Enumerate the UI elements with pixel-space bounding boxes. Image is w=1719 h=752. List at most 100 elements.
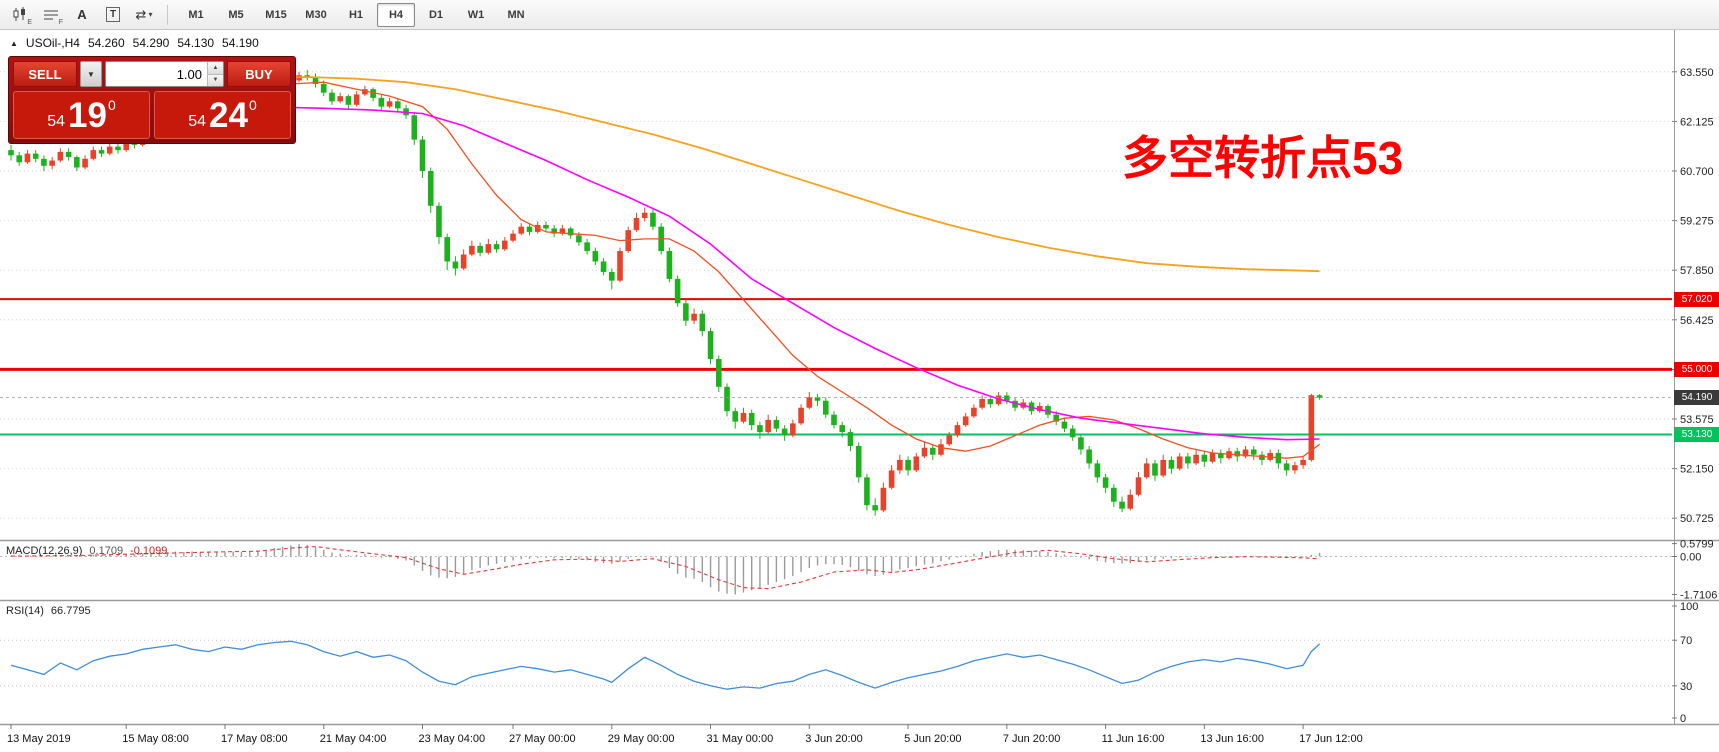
candle-body (106, 146, 113, 154)
candle-body (24, 153, 31, 163)
candle-body (995, 395, 1002, 405)
timeframe-m1-button[interactable]: M1 (188, 8, 204, 21)
candle-body (82, 158, 88, 168)
candle-body (1045, 405, 1051, 415)
chart-header: ▲ USOil-,H4 54.260 54.290 54.130 54.190 (10, 36, 259, 50)
arrow-tool-button[interactable]: A (77, 7, 87, 22)
candle-body (798, 407, 804, 424)
timeframe-h1-button[interactable]: H1 (348, 8, 364, 21)
timeframe-w1-button[interactable]: W1 (467, 8, 485, 21)
time-axis-label: 11 Jun 16:00 (1102, 733, 1165, 745)
candle-body (312, 76, 319, 84)
rsi-axis-label: 100 (1680, 601, 1698, 613)
candle-body (411, 115, 418, 140)
volume-dropdown-button[interactable]: ▼ (80, 61, 102, 87)
indicators-button[interactable]: F (37, 3, 65, 27)
candle-body (526, 226, 533, 232)
candle-body (913, 456, 920, 471)
time-axis-label: 13 Jun 16:00 (1200, 733, 1264, 745)
text-tool-button[interactable]: T (99, 3, 127, 27)
ohlc-open: 54.260 (87, 36, 125, 50)
candle-body (345, 96, 352, 105)
volume-step-down-button[interactable]: ▼ (208, 74, 223, 86)
sell-price-whole: 54 (47, 113, 66, 130)
time-axis-label: 17 May 08:00 (221, 733, 288, 745)
candle-body (362, 89, 368, 95)
sell-price-pips: 19 (68, 95, 107, 135)
sell-price-display[interactable]: 54 19 0 (13, 91, 150, 139)
candle-body (510, 233, 516, 241)
chart-annotation-text[interactable]: 多空转折点53 (1122, 132, 1404, 184)
price-axis-label: 53.575 (1680, 414, 1714, 426)
candle-body (971, 407, 977, 417)
candle-body (864, 477, 870, 506)
sell-price-point: 0 (107, 97, 116, 113)
candle-body (1242, 449, 1249, 457)
candle-body (386, 101, 393, 107)
timeframe-m5-button[interactable]: M5 (228, 8, 244, 21)
price-tag-57-020: 57.020 (1674, 291, 1719, 307)
macd-signal-value: -0.1099 (130, 545, 168, 557)
buy-button[interactable]: BUY (227, 61, 291, 87)
candle-body (691, 313, 697, 321)
time-axis-label: 17 Jun 12:00 (1299, 733, 1363, 745)
candle-body (806, 397, 813, 408)
candle-body (839, 425, 846, 433)
ohlc-high: 54.290 (132, 36, 170, 50)
rsi-title: RSI(14) (6, 605, 44, 617)
candle-body (650, 212, 656, 227)
candle-body (395, 101, 401, 109)
candle-body (781, 428, 788, 436)
sell-button[interactable]: SELL (13, 61, 77, 87)
candle-body (469, 245, 475, 255)
candle-body (1168, 459, 1175, 469)
volume-field: ▲ ▼ (105, 61, 224, 87)
candle-body (1111, 487, 1117, 502)
collapse-panel-icon[interactable]: ▲ (10, 38, 18, 48)
candle-body (353, 94, 360, 105)
candle-body (1209, 452, 1216, 462)
candle-body (872, 505, 878, 511)
timeframe-h4-button[interactable]: H4 (377, 2, 415, 27)
candle-body (1176, 456, 1183, 469)
candle-body (1185, 456, 1191, 464)
candle-body (1094, 463, 1101, 478)
candle-body (1061, 421, 1068, 429)
ma-slow-line (257, 76, 1320, 273)
candle-body (1250, 449, 1257, 455)
candle-body (724, 386, 730, 412)
candle-body (427, 170, 434, 206)
candle-body (773, 419, 780, 429)
candle-body (1160, 459, 1166, 476)
timeframe-m30-button[interactable]: M30 (305, 8, 327, 21)
volume-input[interactable] (106, 62, 207, 86)
candle-body (452, 261, 459, 269)
buy-price-display[interactable]: 54 24 0 (154, 91, 291, 139)
ohlc-close: 54.190 (222, 36, 259, 50)
chart-type-button[interactable]: E (6, 3, 34, 27)
text-tool-icon: T (105, 7, 121, 22)
time-axis-label: 5 Jun 20:00 (904, 733, 962, 745)
timeframe-d1-button[interactable]: D1 (428, 8, 444, 21)
candle-body (41, 158, 47, 166)
candle-body (551, 228, 557, 234)
candle-body (831, 414, 837, 426)
rsi-value: 66.7795 (50, 605, 91, 617)
macd-title: MACD(12,26,9) (6, 545, 83, 557)
objects-tool-button[interactable]: ⇄ ▾ (130, 3, 158, 27)
toolbar: E F A T ⇄ ▾ M1 M5 M15 M30 H1 H4 D1 W1 MN (0, 0, 1719, 30)
candle-body (987, 399, 994, 405)
candle-body (567, 228, 574, 236)
one-click-trade-panel: SELL ▼ ▲ ▼ BUY 54 19 0 54 24 0 (8, 56, 296, 144)
candle-body (559, 228, 566, 234)
candle-body (49, 160, 55, 166)
timeframe-mn-button[interactable]: MN (507, 8, 525, 21)
time-axis-label: 27 May 00:00 (509, 733, 576, 745)
candle-body (715, 358, 722, 387)
timeframe-m15-button[interactable]: M15 (265, 8, 287, 21)
candle-body (337, 96, 343, 102)
candle-body (329, 92, 335, 102)
volume-step-up-button[interactable]: ▲ (208, 62, 223, 75)
price-axis-label: 57.850 (1680, 265, 1714, 277)
